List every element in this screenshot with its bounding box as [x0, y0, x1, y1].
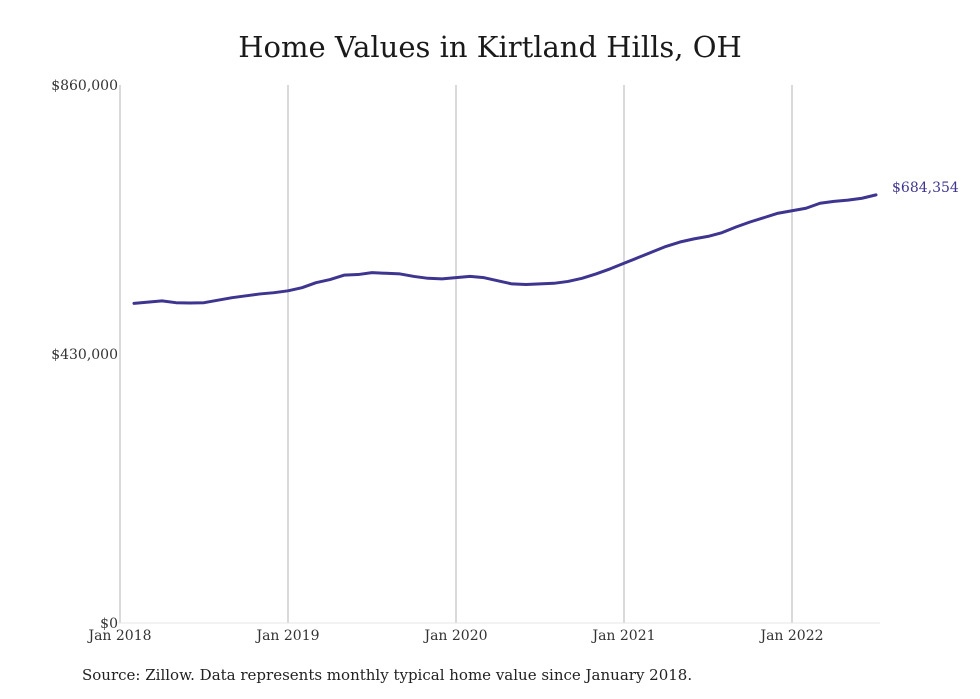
x-tick-label: Jan 2020 — [422, 628, 487, 644]
x-tick-label: Jan 2019 — [254, 628, 319, 644]
x-tick-label: Jan 2022 — [758, 628, 823, 644]
y-tick-label: $430,000 — [51, 347, 118, 363]
source-note: Source: Zillow. Data represents monthly … — [82, 666, 693, 684]
x-tick-label: Jan 2021 — [590, 628, 655, 644]
x-tick-label: Jan 2018 — [86, 628, 151, 644]
series-line — [132, 193, 878, 305]
end-value-label: $684,354 — [892, 180, 959, 196]
y-tick-label: $0 — [100, 616, 118, 632]
chart-title: Home Values in Kirtland Hills, OH — [238, 30, 742, 64]
y-tick-label: $860,000 — [51, 78, 118, 94]
